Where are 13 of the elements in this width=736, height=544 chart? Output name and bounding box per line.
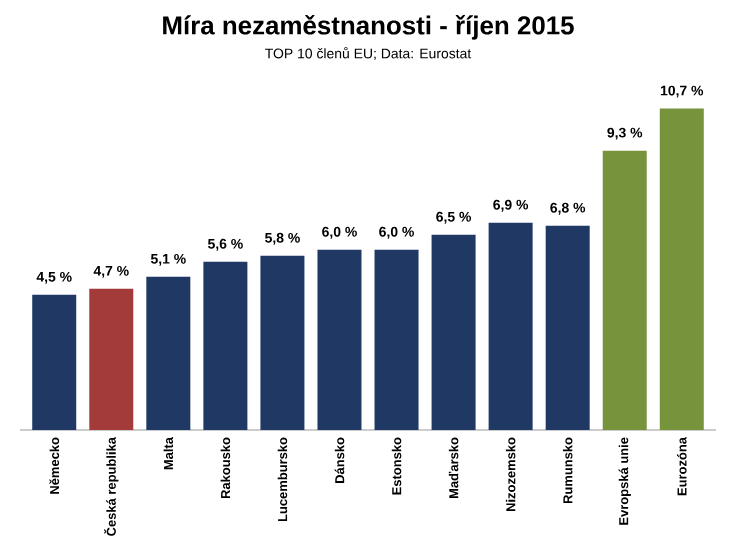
bar	[431, 234, 476, 430]
bar	[659, 108, 704, 430]
chart-title: Míra nezaměstnanosti - říjen 2015	[163, 15, 574, 40]
bar	[32, 294, 77, 430]
bar	[317, 249, 362, 430]
bar	[374, 249, 419, 430]
bar	[545, 225, 590, 430]
bar	[203, 261, 248, 430]
bar	[488, 222, 533, 430]
bar	[146, 276, 191, 430]
bar	[260, 255, 305, 430]
bar	[89, 288, 134, 430]
bar	[602, 150, 647, 430]
